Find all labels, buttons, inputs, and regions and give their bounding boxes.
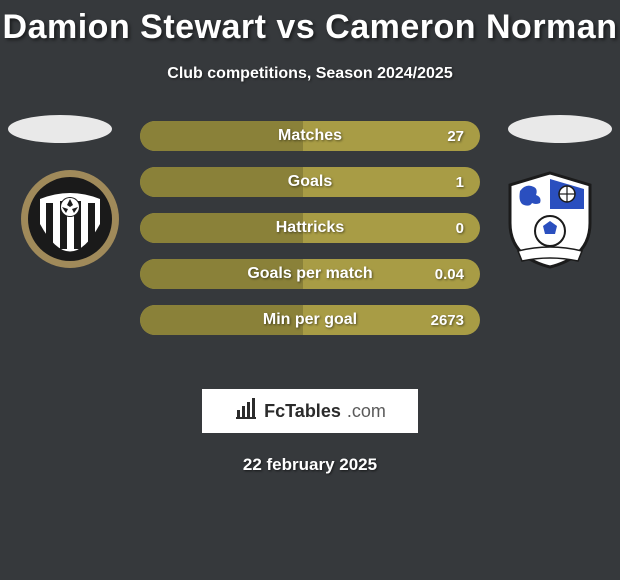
stat-value: 1 xyxy=(456,174,464,191)
stat-bar: Min per goal2673 xyxy=(140,305,480,335)
stat-value: 0 xyxy=(456,220,464,237)
stat-value: 2673 xyxy=(431,312,464,329)
page-subtitle: Club competitions, Season 2024/2025 xyxy=(0,65,620,83)
stat-bar: Hattricks0 xyxy=(140,213,480,243)
player-slot-left xyxy=(8,115,112,143)
stat-label: Goals xyxy=(140,173,480,191)
stat-label: Min per goal xyxy=(140,311,480,329)
player-slot-right xyxy=(508,115,612,143)
brand-domain: .com xyxy=(347,401,386,422)
stat-bar: Goals1 xyxy=(140,167,480,197)
page-title: Damion Stewart vs Cameron Norman xyxy=(0,0,620,47)
stat-bar: Matches27 xyxy=(140,121,480,151)
club-badge-right xyxy=(500,169,600,269)
brand-badge: FcTables .com xyxy=(202,389,418,433)
club-badge-left xyxy=(20,169,120,269)
stat-label: Goals per match xyxy=(140,265,480,283)
stat-bars: Matches27 Goals1 Hattricks0 Goals per match… xyxy=(140,121,480,351)
comparison-panel: Matches27 Goals1 Hattricks0 Goals per match… xyxy=(0,121,620,371)
stat-label: Hattricks xyxy=(140,219,480,237)
stat-value: 27 xyxy=(447,128,464,145)
footer-date: 22 february 2025 xyxy=(0,455,620,475)
stat-label: Matches xyxy=(140,127,480,145)
brand-name: FcTables xyxy=(264,401,341,422)
stat-value: 0.04 xyxy=(435,266,464,283)
stat-bar: Goals per match0.04 xyxy=(140,259,480,289)
chart-icon xyxy=(234,397,258,426)
